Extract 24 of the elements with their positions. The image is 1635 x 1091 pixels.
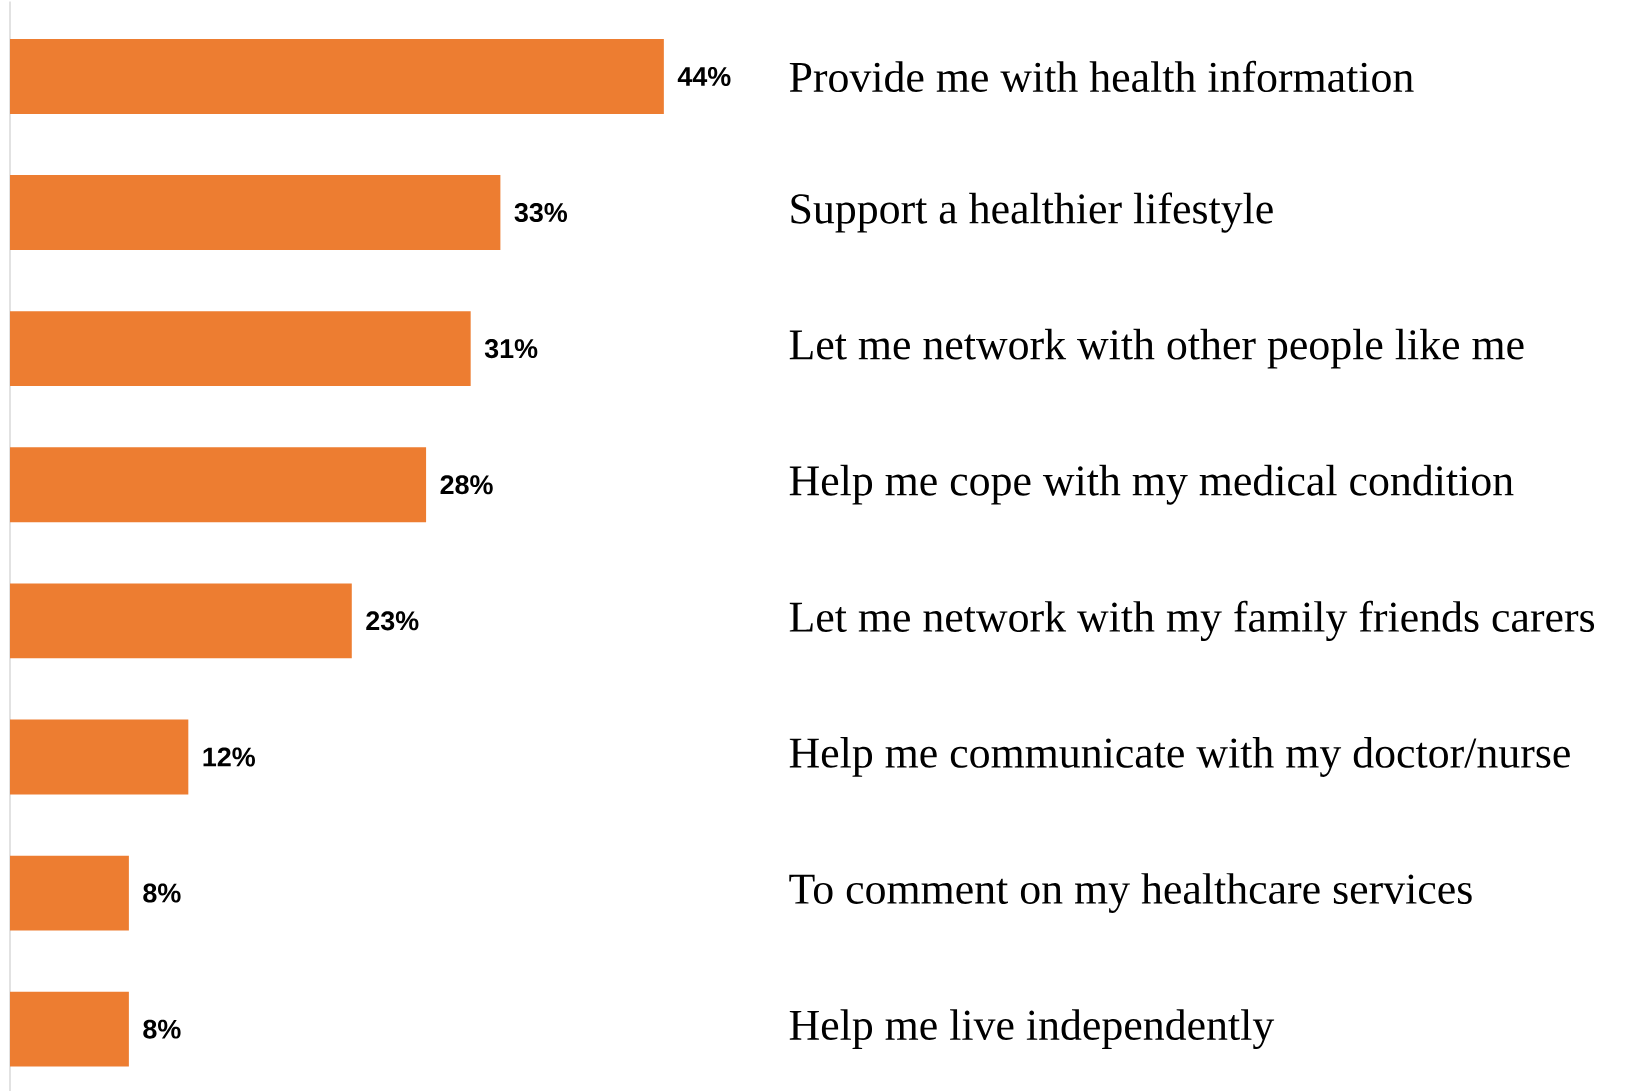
bar	[10, 447, 427, 523]
bar	[10, 39, 664, 114]
y-tick-label: To comment on my healthcare services	[789, 873, 1472, 913]
bar	[10, 719, 189, 795]
y-tick-label: Support a healthier lifestyle	[791, 192, 1273, 233]
y-tick-label: Let me network with other people like me	[789, 328, 1524, 369]
bar	[10, 583, 352, 659]
data-label: 31%	[484, 339, 538, 359]
bar	[10, 991, 129, 1067]
bar	[10, 311, 471, 387]
y-tick-label: Help me cope with my medical condition	[789, 464, 1514, 505]
bar	[10, 175, 501, 250]
y-tick-label: Let me network with my family friends carers	[789, 600, 1595, 642]
data-label: 8%	[143, 1019, 181, 1039]
data-label: 8%	[143, 883, 181, 903]
data-label: 23%	[366, 611, 419, 631]
y-tick-label: Provide me with health information	[789, 60, 1414, 93]
y-tick-label: Help me live independently	[789, 1009, 1275, 1050]
bar	[10, 855, 129, 931]
y-tick-label: Help me communicate with my doctor/nurse	[789, 737, 1570, 777]
data-label: 28%	[440, 475, 493, 495]
data-label: 33%	[514, 203, 568, 223]
data-label: 44%	[677, 66, 731, 86]
data-label: 12%	[203, 747, 255, 767]
